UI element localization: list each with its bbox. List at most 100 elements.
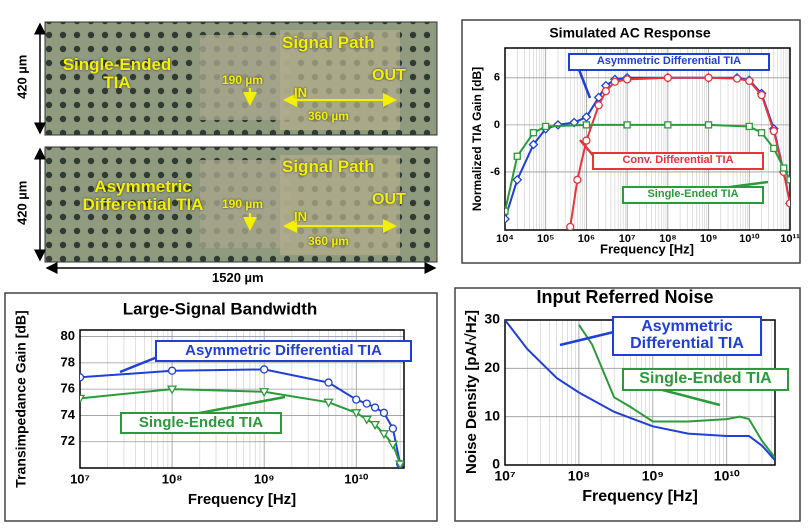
marker — [369, 420, 381, 430]
series-label: Single-Ended TIA — [622, 368, 789, 391]
chart: Large-Signal Bandwidth 10⁷ 10⁸ 10⁹ 10¹⁰ 72 74 7… — [4, 292, 438, 522]
series-line — [505, 320, 775, 461]
marker — [388, 424, 398, 433]
marker — [362, 399, 371, 408]
y-tick-label: -6 — [490, 166, 500, 178]
in-label: IN — [294, 209, 307, 224]
marker — [704, 73, 713, 82]
x-tick-label: 10⁸ — [162, 471, 183, 486]
marker — [505, 214, 510, 224]
height-label: 420 µm — [14, 180, 30, 225]
x-tick-label: 10⁸ — [659, 233, 676, 245]
marker — [387, 440, 399, 450]
marker — [80, 394, 86, 404]
series-group — [80, 365, 404, 468]
marker — [769, 127, 778, 136]
y-axis-label: Noise Density [pA/√Hz] — [463, 310, 480, 474]
marker — [323, 398, 334, 408]
marker — [594, 101, 603, 110]
x-tick-label: 10⁹ — [642, 468, 664, 484]
x-tick-label: 10¹⁰ — [344, 471, 369, 486]
x-axis-label: Frequency [Hz] — [188, 491, 296, 508]
marker — [745, 122, 753, 131]
y-tick-label: 78 — [61, 354, 75, 369]
marker — [566, 222, 575, 230]
chart-title: Simulated AC Response — [549, 25, 711, 41]
y-tick-label: 30 — [484, 311, 500, 327]
marker — [260, 365, 269, 374]
width-label: 360 µm — [308, 109, 349, 123]
height-label: 420 µm — [14, 54, 30, 99]
width-label: 360 µm — [308, 234, 349, 248]
series-line — [80, 388, 402, 465]
marker — [259, 388, 270, 398]
y-tick-label: 6 — [494, 72, 500, 84]
y-axis-label: Normalized TIA Gain [dB] — [470, 67, 484, 211]
series-label: Asymmetric Differential TIA — [568, 53, 770, 71]
width-label: 190 µm — [222, 197, 263, 211]
marker — [395, 460, 404, 468]
y-tick-label: 74 — [61, 407, 76, 422]
series-line — [80, 368, 402, 465]
marker — [528, 139, 539, 150]
plot-frame — [504, 47, 791, 231]
marker — [529, 129, 538, 137]
marker — [361, 415, 372, 425]
width-label: 190 µm — [222, 73, 263, 87]
signal-label: Signal Path — [282, 157, 375, 176]
x-axis-label: Frequency [Hz] — [582, 488, 698, 505]
marker — [378, 430, 390, 440]
marker — [780, 164, 788, 172]
marker — [770, 144, 778, 153]
chart-title: Large-Signal Bandwidth — [123, 299, 318, 318]
y-tick-label: 0 — [494, 119, 500, 131]
x-tick-label: 10¹⁰ — [714, 468, 740, 484]
chip-width-label: 1520 µm — [212, 270, 264, 285]
x-tick-label: 10⁶ — [578, 233, 595, 245]
marker — [80, 373, 85, 382]
marker — [573, 175, 582, 184]
x-tick-label: 10⁷ — [70, 471, 90, 486]
marker — [757, 90, 766, 100]
annotation-arrow — [576, 66, 592, 99]
x-tick-label: 10⁸ — [568, 468, 590, 484]
out-label: OUT — [372, 67, 406, 84]
marker — [745, 76, 754, 86]
marker — [582, 136, 591, 145]
marker — [352, 395, 361, 404]
marker — [370, 403, 380, 412]
x-tick-label: 10⁷ — [619, 233, 636, 245]
marker — [581, 112, 592, 122]
marker — [664, 121, 672, 129]
marker — [785, 199, 790, 208]
series-label: Conv. Differential TIA — [592, 152, 764, 170]
y-tick-label: 20 — [484, 359, 500, 375]
marker — [757, 129, 766, 137]
x-tick-label: 10⁹ — [700, 233, 717, 245]
marker — [379, 408, 389, 417]
in-label: IN — [294, 85, 307, 100]
annotation-arrow — [559, 328, 623, 347]
signal-label: Signal Path — [282, 33, 375, 52]
marker — [663, 73, 673, 82]
marker — [167, 366, 177, 375]
series-label: Asymmetric Differential TIA — [155, 340, 412, 362]
marker — [622, 75, 632, 84]
x-tick-label: 10¹¹ — [780, 233, 800, 245]
series-line — [578, 324, 775, 459]
marker — [512, 174, 523, 185]
marker — [704, 121, 713, 129]
x-tick-label: 10⁹ — [254, 471, 275, 486]
series-group — [505, 72, 790, 230]
marker — [582, 121, 591, 129]
x-tick-label: 10⁵ — [537, 233, 554, 245]
series-group — [505, 320, 775, 461]
marker — [786, 176, 790, 184]
series-label: Single-Ended TIA — [120, 412, 282, 434]
marker — [351, 409, 362, 419]
chart-title: Input Referred Noise — [536, 287, 713, 307]
dimension-arrows — [34, 22, 437, 274]
out-label: OUT — [372, 191, 406, 208]
marker — [505, 207, 509, 215]
